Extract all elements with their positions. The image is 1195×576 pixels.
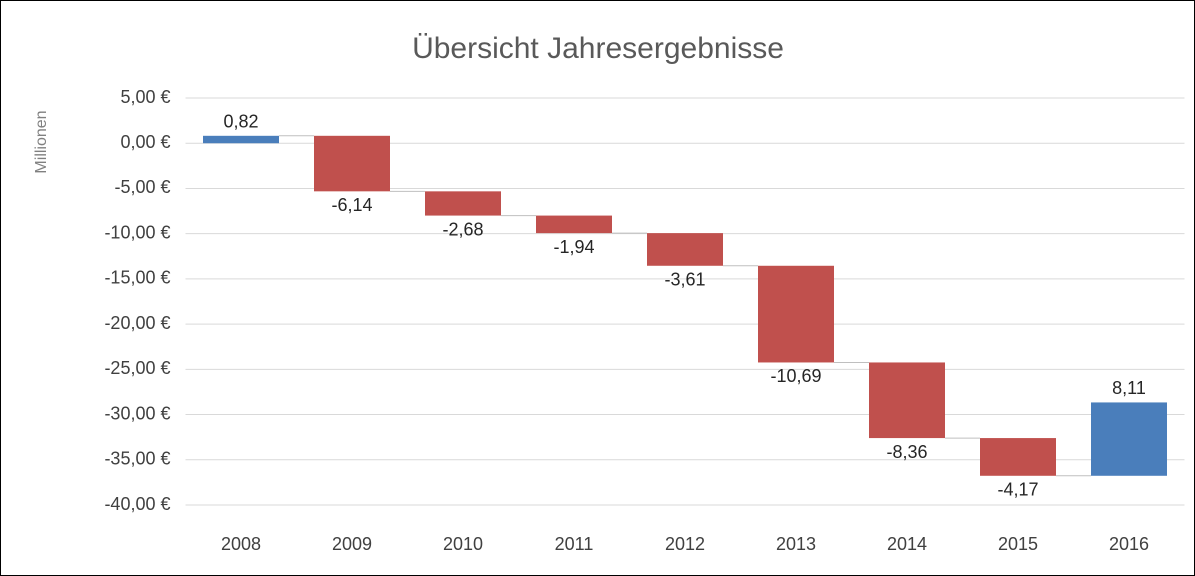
bar <box>1091 402 1167 476</box>
y-tick-label: -30,00 € <box>104 403 170 423</box>
y-tick-label: 0,00 € <box>120 132 170 152</box>
x-tick-label: 2009 <box>332 534 372 554</box>
data-label: -2,68 <box>442 219 483 239</box>
data-label: -3,61 <box>664 270 705 290</box>
bar <box>758 265 834 363</box>
data-label: -1,94 <box>553 237 594 257</box>
x-tick-label: 2012 <box>665 534 705 554</box>
x-tick-label: 2008 <box>221 534 261 554</box>
y-tick-label: 5,00 € <box>120 87 170 107</box>
y-tick-label: -40,00 € <box>104 494 170 514</box>
data-label: 0,82 <box>223 112 258 132</box>
bar <box>425 191 501 216</box>
y-axis-label: Millionen <box>33 110 50 173</box>
x-tick-label: 2010 <box>443 534 483 554</box>
data-label: -10,69 <box>770 366 821 386</box>
bar <box>203 135 279 144</box>
x-tick-label: 2013 <box>776 534 816 554</box>
y-tick-label: -25,00 € <box>104 358 170 378</box>
data-label: 8,11 <box>1112 378 1146 398</box>
y-tick-label: -5,00 € <box>114 177 170 197</box>
bar <box>980 438 1056 476</box>
bar <box>536 215 612 234</box>
data-label: -8,36 <box>886 442 927 462</box>
x-tick-label: 2016 <box>1109 534 1149 554</box>
bar <box>647 233 723 266</box>
y-tick-label: -15,00 € <box>104 268 170 288</box>
y-tick-label: -35,00 € <box>104 449 170 469</box>
data-label: -4,17 <box>997 480 1038 500</box>
y-tick-label: -20,00 € <box>104 313 170 333</box>
x-tick-label: 2015 <box>998 534 1038 554</box>
data-label: -6,14 <box>331 195 372 215</box>
bar <box>314 135 390 192</box>
x-tick-label: 2011 <box>555 534 594 554</box>
chart-title: Übersicht Jahresergebnisse <box>412 32 784 65</box>
bar <box>869 362 945 439</box>
x-tick-label: 2014 <box>887 534 927 554</box>
y-tick-label: -10,00 € <box>104 222 170 242</box>
